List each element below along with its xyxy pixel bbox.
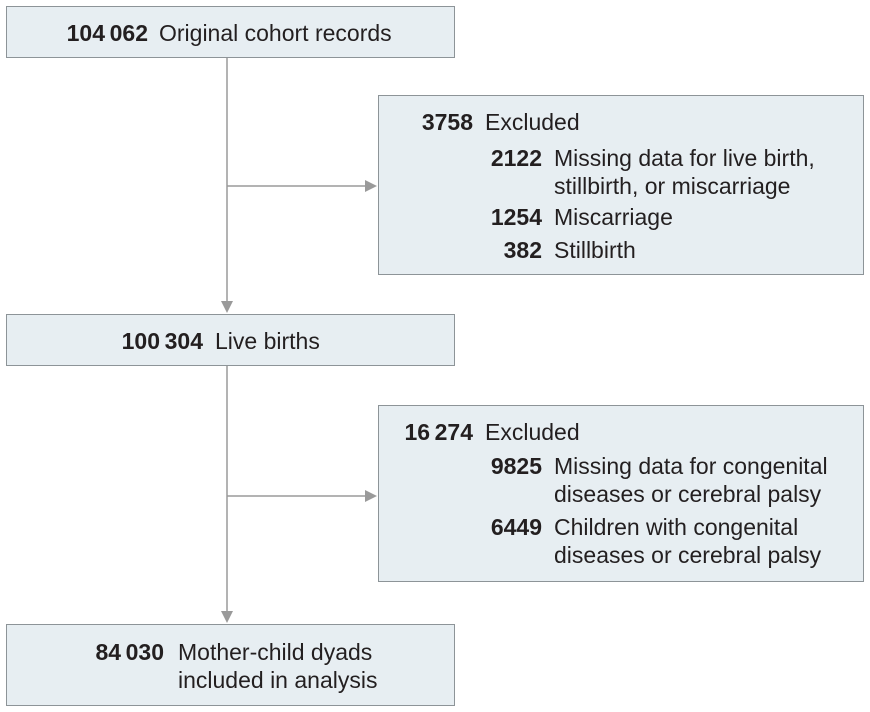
arrowhead-excluded-child <box>365 490 377 502</box>
excluded-child-label: Excluded <box>485 419 580 445</box>
excluded-pregnancy-box: 3758 Excluded 2122 Missing data for live… <box>378 95 864 275</box>
live-births-box: 100 304 Live births <box>6 314 455 366</box>
exclusion-item-label-line: Stillbirth <box>554 237 636 263</box>
exclusion-item-label-line: Missing data for live birth, <box>554 145 815 171</box>
exclusion-item-label: Stillbirth <box>554 236 636 264</box>
analysis-label: Mother-child dyads included in analysis <box>178 638 377 694</box>
exclusion-item-label-line: Miscarriage <box>554 204 673 230</box>
excluded-pregnancy-count: 3758 <box>421 109 473 135</box>
excluded-child-box: 16 274 Excluded 9825 Missing data for co… <box>378 405 864 582</box>
exclusion-item-count: 1254 <box>490 204 542 230</box>
exclusion-item-label-line: Missing data for congenital <box>554 453 828 479</box>
exclusion-item-count: 2122 <box>490 145 542 171</box>
arrowhead-live-births <box>221 301 233 313</box>
analysis-label-line: included in analysis <box>178 667 378 693</box>
original-cohort-box: 104 062 Original cohort records <box>6 6 455 58</box>
exclusion-item-count: 382 <box>503 237 542 263</box>
analysis-label-line: Mother-child dyads <box>178 639 373 665</box>
original-cohort-count: 104 062 <box>66 20 148 46</box>
live-births-count: 100 304 <box>121 328 203 354</box>
exclusion-item-label: Children with congenital diseases or cer… <box>554 513 821 569</box>
exclusion-item-label-line: diseases or cerebral palsy <box>554 542 822 568</box>
exclusion-item-label-line: Children with congenital <box>554 514 799 540</box>
exclusion-item-count: 9825 <box>490 453 542 479</box>
exclusion-item-label: Missing data for live birth, stillbirth,… <box>554 144 815 200</box>
analysis-box: 84 030 Mother-child dyads included in an… <box>6 624 455 706</box>
arrowhead-excluded-pregnancy <box>365 180 377 192</box>
original-cohort-label: Original cohort records <box>159 20 392 46</box>
exclusion-item-label: Miscarriage <box>554 203 673 231</box>
excluded-child-count: 16 274 <box>404 419 473 445</box>
exclusion-item-label-line: stillbirth, or miscarriage <box>554 173 791 199</box>
exclusion-item-label-line: diseases or cerebral palsy <box>554 481 822 507</box>
excluded-pregnancy-label: Excluded <box>485 109 580 135</box>
exclusion-item-label: Missing data for congenital diseases or … <box>554 452 828 508</box>
arrowhead-analysis <box>221 611 233 623</box>
live-births-label: Live births <box>215 328 320 354</box>
exclusion-item-count: 6449 <box>490 514 542 540</box>
analysis-count: 84 030 <box>95 639 164 665</box>
